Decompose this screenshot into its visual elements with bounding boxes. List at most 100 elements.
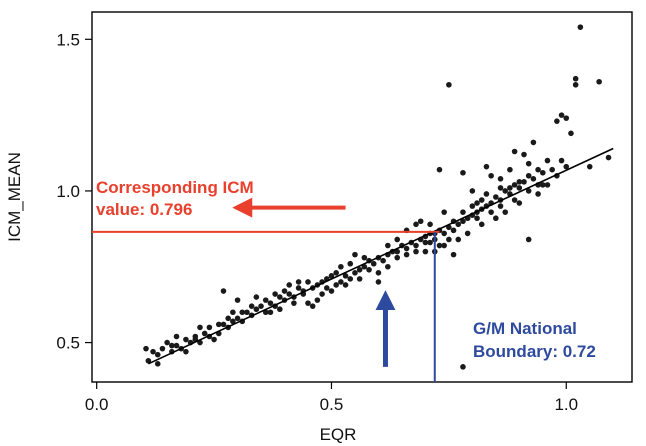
data-point	[549, 166, 555, 173]
data-point	[516, 200, 523, 206]
data-point	[375, 270, 382, 276]
y-tick-label: 1.5	[56, 30, 80, 49]
data-point	[521, 179, 527, 185]
data-point	[511, 182, 518, 188]
data-point	[150, 348, 156, 355]
data-point	[427, 221, 433, 228]
data-point	[605, 154, 612, 161]
icm-annotation-line-2: value: 0.796	[96, 200, 192, 219]
data-point	[164, 339, 170, 346]
data-point	[328, 288, 335, 294]
data-point	[525, 236, 532, 243]
data-point	[309, 303, 316, 309]
data-point	[525, 160, 532, 167]
data-point	[460, 218, 466, 225]
data-point	[192, 333, 199, 340]
data-point	[375, 279, 382, 285]
data-point	[206, 324, 213, 331]
data-point	[234, 297, 241, 303]
data-point	[464, 230, 471, 237]
data-point	[497, 176, 504, 182]
data-point	[385, 242, 391, 249]
data-point	[215, 321, 222, 328]
data-point	[507, 185, 513, 191]
data-point	[511, 148, 518, 155]
data-point	[145, 357, 152, 364]
data-point	[267, 300, 274, 306]
data-point	[244, 309, 250, 316]
data-point	[356, 266, 363, 273]
data-point	[469, 203, 476, 209]
boundary-annotation: G/M National Boundary: 0.72	[473, 319, 596, 361]
icm-annotation-line-1: Corresponding ICM	[96, 178, 254, 197]
data-point	[539, 169, 546, 176]
data-point	[305, 279, 311, 285]
data-point	[422, 239, 429, 246]
data-point	[211, 336, 217, 343]
data-point	[563, 163, 570, 170]
scatter-points	[143, 24, 612, 370]
data-point	[488, 209, 494, 215]
data-point	[568, 130, 574, 137]
data-point	[230, 309, 236, 316]
data-point	[577, 24, 584, 30]
data-point	[220, 288, 227, 294]
data-point	[413, 221, 419, 228]
data-point	[394, 236, 401, 243]
data-point	[455, 236, 462, 243]
data-point	[333, 282, 339, 288]
data-point	[347, 260, 354, 267]
y-axis-ticks: 0.5 1.0 1.5	[56, 30, 92, 353]
data-point	[521, 151, 527, 158]
data-point	[169, 342, 175, 349]
data-point	[544, 157, 551, 164]
data-point	[446, 81, 452, 88]
data-point	[352, 251, 358, 258]
data-point	[342, 273, 349, 279]
data-point	[352, 270, 358, 276]
data-point	[201, 330, 208, 337]
data-point	[361, 254, 368, 261]
data-point	[295, 285, 302, 291]
data-point	[234, 315, 241, 322]
data-point	[544, 182, 551, 188]
x-axis-title: EQR	[320, 425, 357, 444]
data-point	[450, 227, 457, 234]
data-point	[436, 242, 443, 249]
data-point	[483, 163, 490, 170]
data-point	[403, 245, 410, 252]
data-point	[497, 203, 504, 209]
data-point	[277, 306, 283, 313]
data-point	[516, 185, 523, 191]
data-point	[220, 321, 227, 328]
data-point	[258, 303, 264, 309]
data-point	[385, 263, 391, 270]
data-point	[493, 215, 499, 222]
data-point	[173, 342, 180, 349]
data-point	[436, 166, 443, 173]
data-point	[338, 263, 344, 270]
data-point	[154, 351, 161, 358]
x-tick-label: 0.0	[85, 395, 109, 414]
data-point	[450, 251, 457, 258]
data-point	[361, 263, 368, 270]
data-point	[554, 118, 560, 124]
data-point	[460, 209, 466, 215]
data-point	[478, 221, 485, 228]
data-point	[441, 209, 447, 215]
data-point	[572, 75, 579, 82]
data-point	[413, 242, 419, 249]
data-point	[507, 166, 513, 173]
data-point	[558, 157, 565, 164]
data-point	[525, 172, 532, 179]
x-tick-label: 0.5	[320, 395, 344, 414]
data-point	[248, 303, 255, 309]
data-point	[323, 285, 330, 291]
data-point	[328, 273, 335, 279]
data-point	[474, 215, 480, 222]
data-point	[502, 188, 509, 194]
data-point	[413, 248, 419, 255]
data-point	[253, 306, 260, 313]
data-point	[366, 266, 372, 273]
